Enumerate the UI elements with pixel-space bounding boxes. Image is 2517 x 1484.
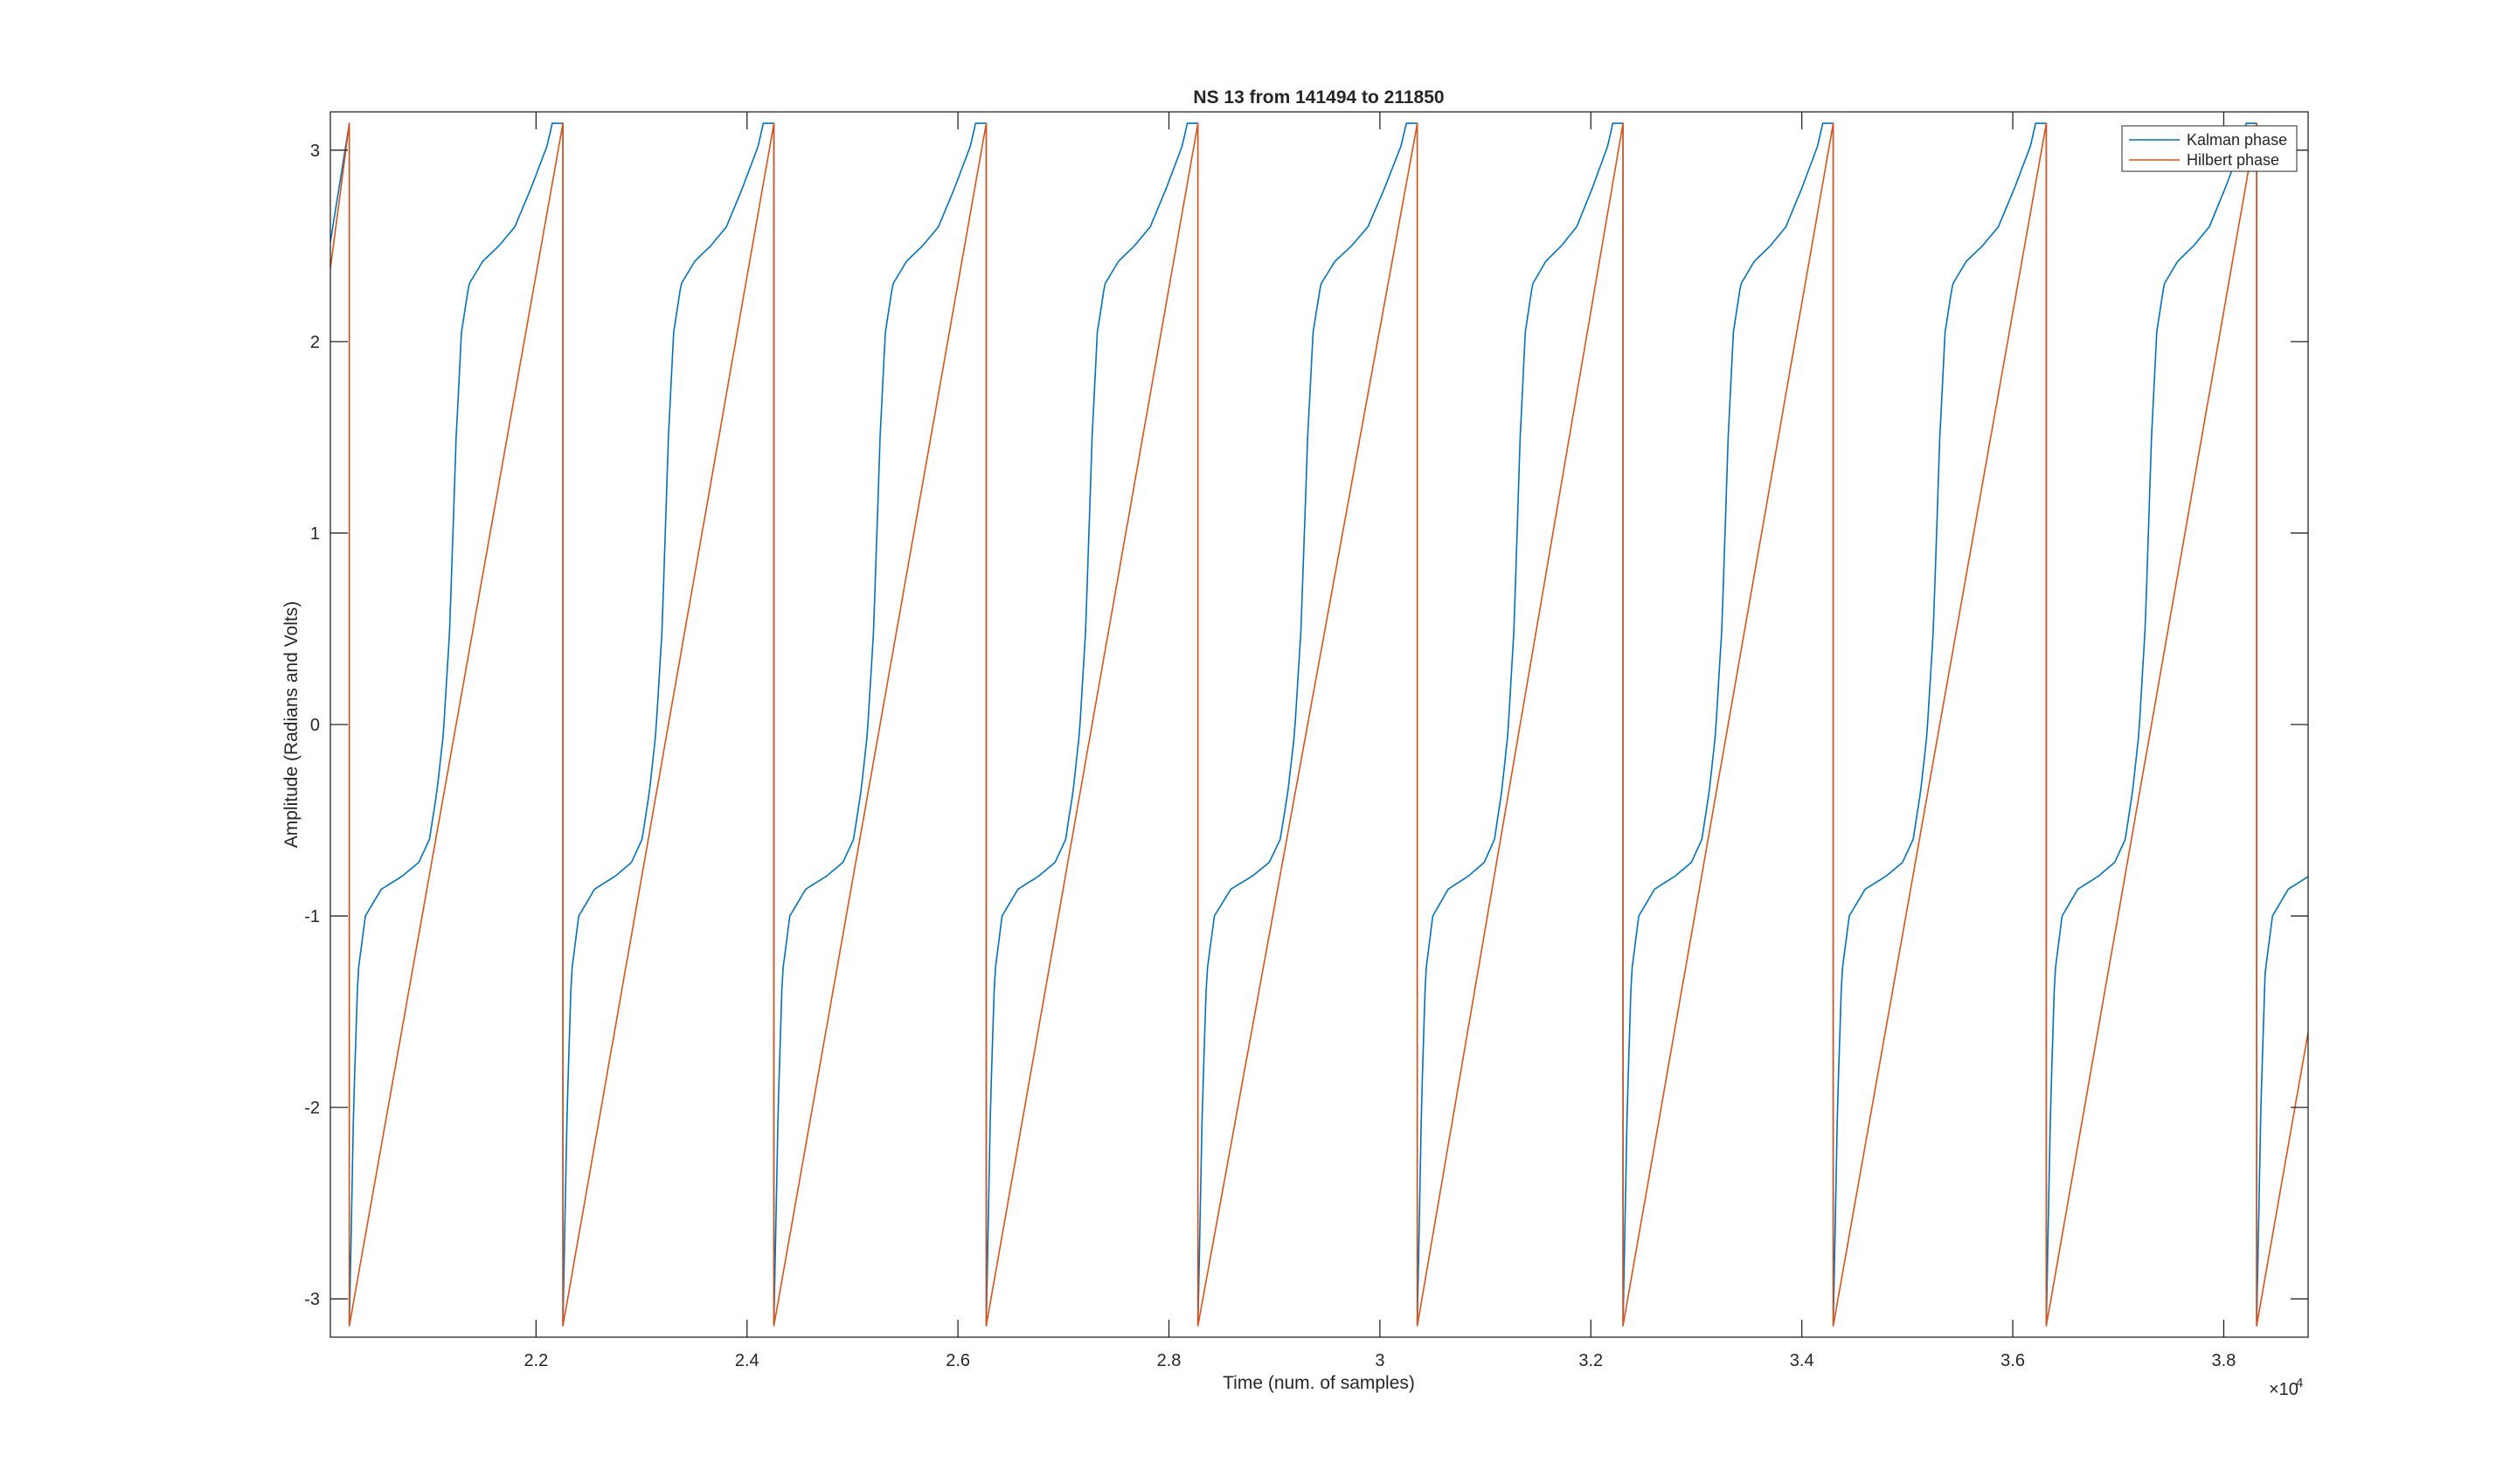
series-layer bbox=[330, 122, 2308, 1327]
legend: Kalman phase Hilbert phase bbox=[2121, 125, 2298, 172]
y-tick-label: -3 bbox=[304, 1290, 320, 1309]
y-tick-label: 1 bbox=[310, 524, 320, 544]
chart-title: NS 13 from 141494 to 211850 bbox=[1193, 87, 1444, 107]
x-tick-label: 2.8 bbox=[1157, 1351, 1182, 1370]
x-tick-label: 3.8 bbox=[2212, 1351, 2236, 1370]
x-tick-label: 3.6 bbox=[2000, 1351, 2025, 1370]
x-exponent-power: 4 bbox=[2296, 1376, 2303, 1390]
legend-label-kalman-phase: Kalman phase bbox=[2187, 131, 2287, 149]
y-tick-label: 0 bbox=[310, 716, 320, 735]
x-axis-label: Time (num. of samples) bbox=[1223, 1373, 1415, 1393]
y-tick-label: 3 bbox=[310, 142, 320, 161]
legend-box bbox=[2121, 125, 2298, 172]
x-tick-label: 3 bbox=[1375, 1351, 1384, 1370]
x-tick-label: 3.4 bbox=[1790, 1351, 1814, 1370]
y-tick-label: -2 bbox=[304, 1099, 320, 1118]
x-tick-label: 2.2 bbox=[524, 1351, 548, 1370]
y-axis-label: Amplitude (Radians and Volts) bbox=[281, 601, 302, 849]
x-tick-label: 2.4 bbox=[735, 1351, 759, 1370]
x-tick-label: 3.2 bbox=[1578, 1351, 1603, 1370]
x-exponent-base: ×10 bbox=[2269, 1380, 2299, 1399]
plot-area bbox=[330, 112, 2308, 1337]
tick-layer: 2.2 2.4 2.6 2.8 3 3.2 3.4 3.6 3.8 -3 -2 -1 0 1 2 3 bbox=[304, 112, 2308, 1370]
legend-label-hilbert-phase: Hilbert phase bbox=[2187, 151, 2279, 169]
y-tick-label: 2 bbox=[310, 333, 320, 352]
x-tick-label: 2.6 bbox=[946, 1351, 970, 1370]
x-axis-exponent: ×10 4 bbox=[2269, 1376, 2303, 1399]
series-line-kalman-phase bbox=[330, 122, 2308, 1327]
y-tick-label: -1 bbox=[304, 907, 320, 926]
series-line-hilbert-phase bbox=[330, 122, 2308, 1327]
